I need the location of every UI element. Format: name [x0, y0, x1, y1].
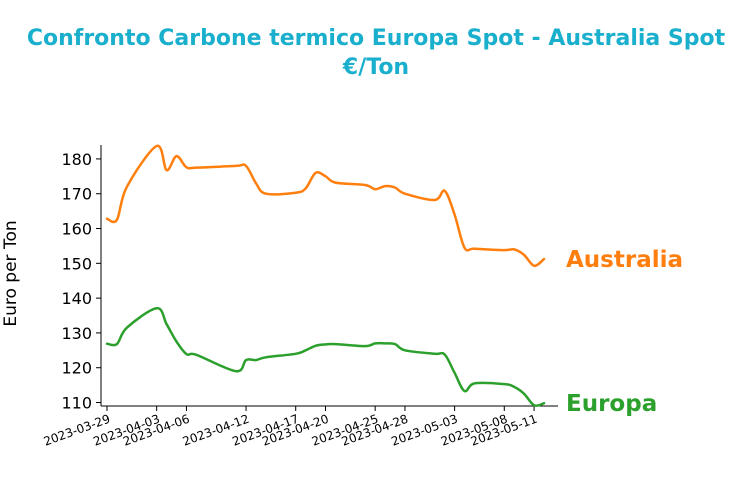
- y-tick-label: 150: [61, 254, 92, 273]
- chart-subtitle: €/Ton: [342, 55, 410, 80]
- axes: 1101201301401501601701802023-03-292023-0…: [42, 145, 558, 449]
- y-tick-label: 140: [61, 289, 92, 308]
- series-labels: Australia Europa: [566, 247, 683, 417]
- chart-title-main: Confronto Carbone termico Europa Spot - …: [26, 26, 726, 51]
- series-label-australia: Australia: [566, 247, 683, 273]
- y-tick-label: 110: [61, 394, 92, 413]
- series-label-europa: Europa: [566, 391, 657, 417]
- series-line-europa: [105, 306, 546, 407]
- y-axis-label: Euro per Ton: [1, 220, 21, 326]
- y-tick-label: 160: [61, 220, 92, 239]
- series-lines: [105, 144, 546, 407]
- y-tick-label: 180: [61, 150, 92, 169]
- y-tick-label: 170: [61, 185, 92, 204]
- series-line-australia: [105, 144, 546, 268]
- chart-title: Confronto Carbone termico Europa Spot - …: [0, 24, 752, 82]
- y-tick-label: 130: [61, 324, 92, 343]
- y-tick-label: 120: [61, 359, 92, 378]
